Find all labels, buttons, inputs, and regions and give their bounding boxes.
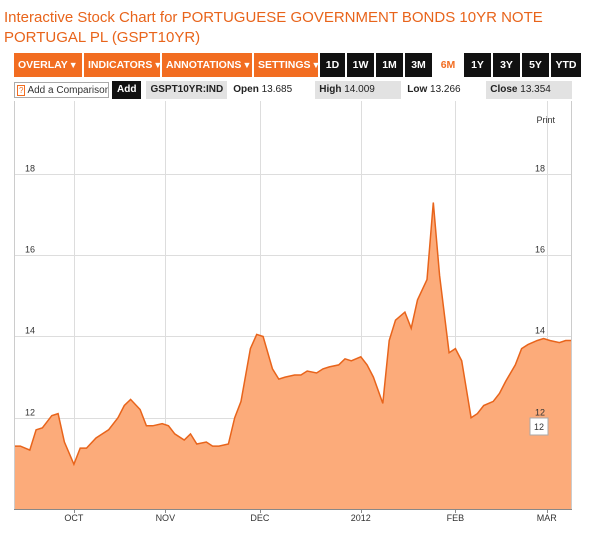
help-icon[interactable]: ? [17, 84, 26, 96]
add-comparison-button[interactable]: Add [112, 81, 142, 99]
y-tick-label-left: 12 [25, 408, 35, 418]
low-stat: Low 13.266 [407, 84, 461, 95]
range-3y-button[interactable]: 3Y [493, 53, 520, 77]
range-6m-button[interactable]: 6M [434, 53, 462, 77]
price-chart: 12 12 14 14 16 16 18 18 OCT NOV DEC 2012 FEB MAR Pri… [14, 101, 572, 525]
settings-menu-button[interactable]: SETTINGS▼ [254, 53, 321, 77]
y-tick-label-left: 18 [25, 164, 35, 174]
range-1d-button[interactable]: 1D [320, 53, 345, 77]
overlay-menu-button[interactable]: OVERLAY▼ [14, 53, 82, 77]
price-line [14, 202, 572, 467]
comparison-input[interactable]: ? Add a Comparison [14, 82, 109, 98]
x-tick-label: 2012 [351, 513, 371, 523]
annotations-menu-button[interactable]: ANNOTATIONS▼ [162, 53, 252, 77]
y-tick-label-left: 16 [25, 245, 35, 255]
y-tick-label-right: 18 [535, 164, 545, 174]
y-tick-label-right: 16 [535, 245, 545, 255]
range-1m-button[interactable]: 1M [376, 53, 403, 77]
chart-area: 12 12 14 14 16 16 18 18 OCT NOV DEC 2012 FEB MAR Pri… [14, 101, 572, 525]
x-tick-label: NOV [156, 513, 176, 523]
range-1y-button[interactable]: 1Y [464, 53, 491, 77]
comparison-input-value: Add a Comparison [27, 84, 109, 96]
range-1w-button[interactable]: 1W [347, 53, 374, 77]
last-value-tag [529, 417, 549, 436]
print-link[interactable]: Print [536, 115, 555, 125]
x-tick-label: OCT [64, 513, 84, 523]
x-tick-label: DEC [250, 513, 270, 523]
triangle-down-icon: ▼ [242, 60, 252, 70]
open-stat: Open 13.685 [233, 84, 293, 95]
last-value-label: 12 [534, 422, 544, 432]
price-area-fill [14, 202, 572, 509]
triangle-down-icon: ▼ [311, 60, 321, 70]
x-tick-label: MAR [537, 513, 558, 523]
ticker-symbol: GSPT10YR:IND [146, 81, 228, 99]
comparison-bar: ? Add a Comparison Add GSPT10YR:IND Open… [14, 81, 573, 99]
triangle-down-icon: ▼ [153, 60, 163, 70]
y-tick-label-left: 14 [25, 326, 35, 336]
indicators-menu-button[interactable]: INDICATORS▼ [84, 53, 163, 77]
range-ytd-button[interactable]: YTD [551, 53, 581, 77]
chart-toolbar: OVERLAY▼ INDICATORS▼ ANNOTATIONS▼ SETTIN… [14, 53, 583, 77]
range-5y-button[interactable]: 5Y [522, 53, 549, 77]
range-3m-button[interactable]: 3M [405, 53, 432, 77]
x-tick-label: FEB [447, 513, 465, 523]
high-stat: High 14.009 [315, 81, 402, 99]
page-title: Interactive Stock Chart for PORTUGUESE G… [4, 9, 543, 46]
close-stat: Close 13.354 [486, 81, 573, 99]
triangle-down-icon: ▼ [68, 60, 78, 70]
x-axis-labels: OCT NOV DEC 2012 FEB MAR [64, 513, 557, 523]
y-tick-label-right: 12 [535, 408, 545, 418]
y-tick-label-right: 14 [535, 326, 545, 336]
y-axis-labels: 12 12 14 14 16 16 18 18 [25, 164, 545, 418]
